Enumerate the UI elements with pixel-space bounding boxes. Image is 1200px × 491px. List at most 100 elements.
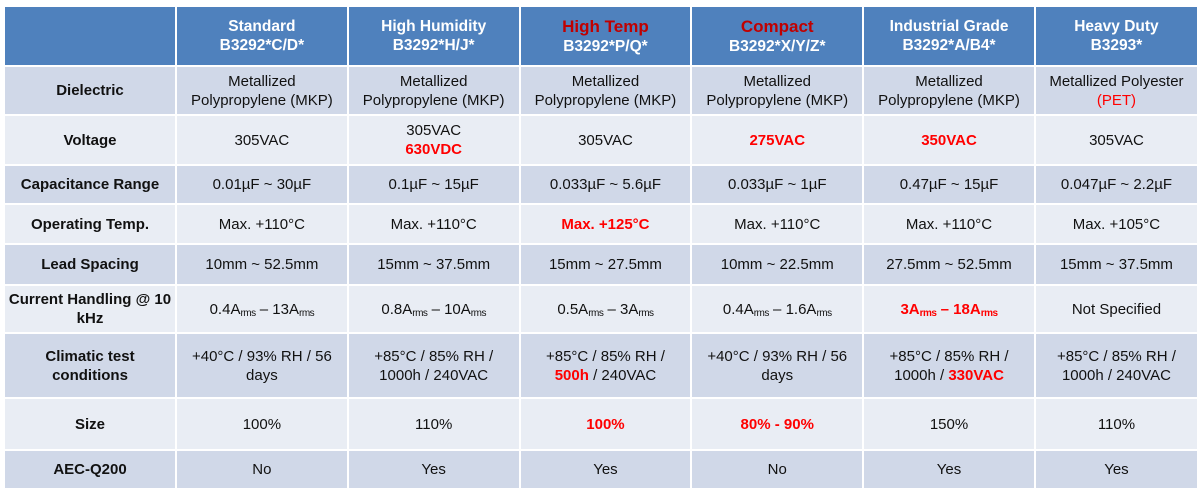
- table-cell: Yes: [348, 451, 519, 488]
- cell-text: rms: [470, 307, 487, 319]
- row-label: Lead Spacing: [5, 245, 175, 284]
- cell-text: rms: [638, 307, 654, 319]
- row-label: Voltage: [5, 116, 175, 164]
- cell-text: days: [246, 366, 278, 384]
- table-cell: 10mm ~ 52.5mm: [177, 245, 347, 284]
- highlighted-value: rms: [919, 307, 937, 319]
- cell-text: Metallized: [743, 72, 811, 90]
- table-row: Lead Spacing 10mm ~ 52.5mm 15mm ~ 37.5mm 15…: [5, 245, 1197, 284]
- cell-text: rms: [299, 307, 315, 319]
- highlighted-value: Max. +125°C: [561, 215, 650, 233]
- table-cell: Max. +105°C: [1035, 205, 1197, 243]
- table-cell: Max. +110°C: [692, 205, 863, 243]
- part-number: B3292*X/Y/Z*: [728, 37, 826, 55]
- table-cell: Metallized Polypropylene (MKP): [864, 67, 1034, 114]
- table-cell: +40°C / 93% RH / 56 days: [692, 334, 863, 397]
- cell-text: 305VAC: [1089, 131, 1144, 149]
- cell-text: Metallized: [228, 72, 296, 90]
- cell-text: Max. +105°C: [1072, 215, 1161, 233]
- column-header-industrial-grade: Industrial Grade B3292*A/B4*: [864, 7, 1034, 65]
- column-header-high-humidity: High Humidity B3292*H/J*: [348, 7, 519, 65]
- table-cell: 0.01µF ~ 30µF: [177, 166, 347, 203]
- cell-text: 0.4A: [722, 300, 754, 318]
- cell-text: Metallized: [915, 72, 983, 90]
- row-label: Dielectric: [5, 67, 175, 114]
- cell-text: 15mm ~ 37.5mm: [1059, 256, 1173, 273]
- table-cell: 100%: [520, 399, 691, 449]
- table-cell: 350VAC: [864, 116, 1034, 164]
- table-cell: Max. +110°C: [348, 205, 519, 243]
- table-cell: 0.4Arms – 1.6Arms: [692, 286, 863, 332]
- cell-text: 110%: [1097, 415, 1136, 433]
- cell-text: Metallized Polyester: [1049, 72, 1184, 90]
- highlighted-value: (PET): [1096, 91, 1137, 109]
- cell-text: – 10A: [427, 300, 471, 318]
- table-cell: 10mm ~ 22.5mm: [692, 245, 863, 284]
- highlighted-value: 630VDC: [405, 141, 463, 158]
- cell-text: 0.033µF ~ 5.6µF: [549, 176, 661, 193]
- highlighted-value: 3A: [900, 300, 920, 318]
- cell-text: days: [761, 366, 794, 384]
- table-cell: 305VAC: [520, 116, 691, 164]
- table-cell: 15mm ~ 27.5mm: [520, 245, 691, 284]
- table-cell: Metallized Polypropylene (MKP): [692, 67, 863, 114]
- table-cell: 3Arms – 18Arms: [864, 286, 1034, 332]
- cell-text: +40°C / 93% RH / 56: [191, 347, 332, 365]
- cell-text: 100%: [242, 415, 282, 433]
- table-row: Voltage 305VAC 305VAC 630VDC 305VAC 275VAC 350…: [5, 116, 1197, 164]
- table-cell: +85°C / 85% RH /1000h / 330VAC: [864, 334, 1034, 397]
- cell-text: 0.01µF ~ 30µF: [212, 176, 312, 193]
- highlighted-value: rms: [980, 307, 998, 319]
- row-label: Climatic test conditions: [5, 334, 175, 397]
- highlighted-value: 350VAC: [921, 131, 977, 149]
- table-cell: 15mm ~ 37.5mm: [348, 245, 519, 284]
- capacitor-comparison-table: Standard B3292*C/D* High Humidity B3292*H/J…: [3, 5, 1199, 490]
- table-cell: 0.5Arms – 3Arms: [520, 286, 691, 332]
- table-cell: 0.4Arms – 13Arms: [177, 286, 347, 332]
- highlighted-value: 275VAC: [749, 131, 806, 149]
- table-cell: Not Specified: [1035, 286, 1197, 332]
- cell-text: 1000h / 240VAC: [379, 366, 489, 384]
- cell-text: 1000h / 240VAC: [1061, 366, 1171, 384]
- table-cell: Metallized Polypropylene (MKP): [348, 67, 519, 114]
- cell-text: +85°C / 85% RH /: [545, 347, 665, 365]
- series-name: Industrial Grade: [889, 18, 1009, 35]
- header-row: Standard B3292*C/D* High Humidity B3292*H/J…: [5, 7, 1197, 65]
- table-cell: 80% - 90%: [692, 399, 863, 449]
- cell-text: Polypropylene (MKP): [362, 91, 505, 109]
- table-cell: Max. +125°C: [520, 205, 691, 243]
- highlighted-value: 500h: [554, 366, 589, 384]
- cell-text: 15mm ~ 37.5mm: [377, 256, 491, 273]
- row-label: Current Handling @ 10 kHz: [5, 286, 175, 332]
- table-cell: 275VAC: [692, 116, 863, 164]
- cell-text: 305VAC: [578, 131, 633, 149]
- cell-text: 0.1µF ~ 15µF: [388, 176, 479, 193]
- cell-text: – 1.6A: [768, 300, 817, 318]
- cell-text: 0.8A: [381, 300, 413, 318]
- cell-text: rms: [816, 307, 832, 319]
- cell-text: +85°C / 85% RH /: [1056, 347, 1176, 365]
- cell-text: 305VAC: [406, 122, 462, 139]
- table-cell: Max. +110°C: [864, 205, 1034, 243]
- header-corner: [5, 7, 175, 65]
- cell-text: Max. +110°C: [734, 215, 821, 233]
- cell-text: rms: [412, 307, 428, 319]
- cell-text: Max. +110°C: [218, 215, 305, 233]
- cell-text: 150%: [929, 415, 969, 433]
- row-label: Operating Temp.: [5, 205, 175, 243]
- cell-text: 0.5A: [557, 300, 589, 318]
- table-cell: 305VAC: [177, 116, 347, 164]
- cell-text: Not Specified: [1071, 300, 1162, 318]
- cell-text: rms: [240, 307, 256, 319]
- highlighted-value: 100%: [586, 415, 625, 433]
- cell-text: 0.4A: [209, 300, 241, 318]
- cell-text: – 3A: [603, 300, 639, 318]
- table-row: Current Handling @ 10 kHz 0.4Arms – 13Arm…: [5, 286, 1197, 332]
- table-cell: 0.033µF ~ 5.6µF: [520, 166, 691, 203]
- cell-text: Yes: [421, 461, 446, 478]
- table-cell: Yes: [520, 451, 691, 488]
- table-cell: No: [692, 451, 863, 488]
- cell-text: rms: [588, 307, 604, 319]
- table-cell: +40°C / 93% RH / 56 days: [177, 334, 347, 397]
- cell-text: – 13A: [255, 300, 299, 318]
